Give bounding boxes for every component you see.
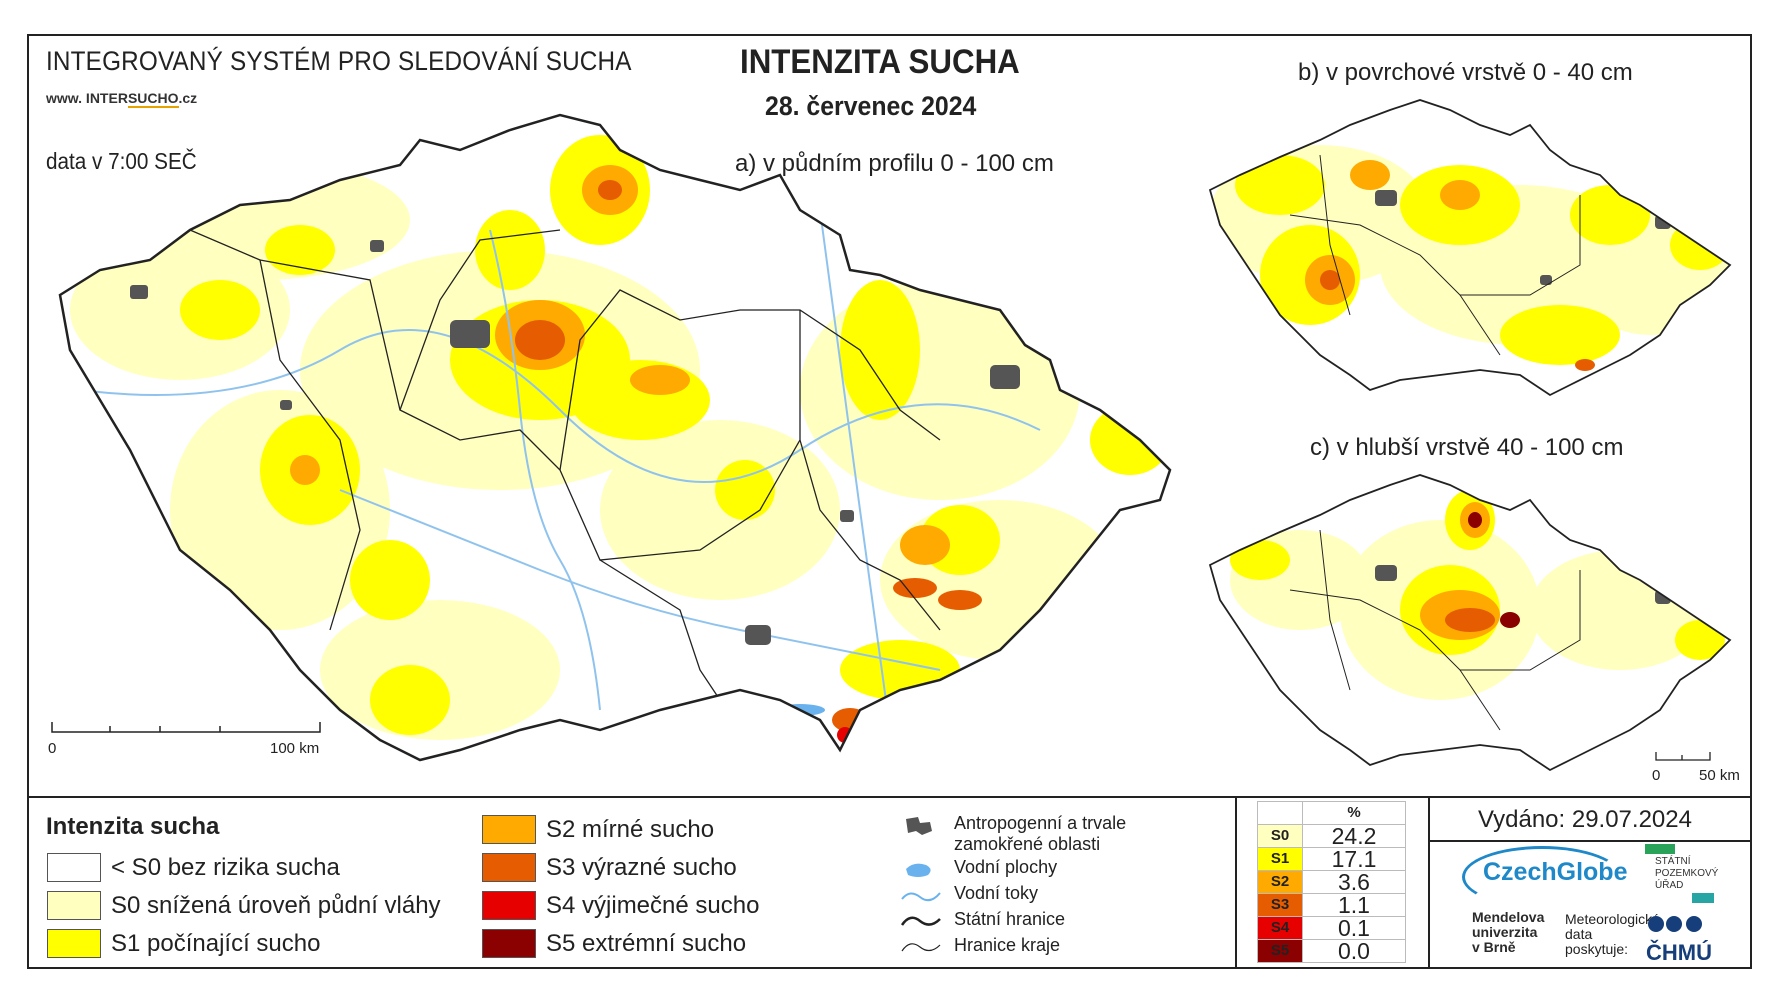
legend-title: Intenzita sucha (46, 813, 220, 840)
legend-swatch (482, 929, 536, 958)
legend-swatch (482, 853, 536, 882)
legend-divider (27, 796, 1752, 798)
czechglobe-logo[interactable]: CzechGlobe (1483, 858, 1628, 886)
stats-value: 1.1 (1302, 893, 1406, 917)
stream-icon (901, 892, 941, 902)
legend-swatch (482, 891, 536, 920)
main-map-caption: a) v půdním profilu 0 - 100 cm (735, 150, 1054, 177)
legend-swatch (47, 891, 101, 920)
state-border-icon (900, 916, 941, 926)
legend-stream: Vodní toky (898, 883, 1038, 909)
chmu-logo[interactable]: ČHMÚ (1646, 940, 1712, 965)
meteo-data-note: Meteorologická data poskytuje: (1565, 911, 1660, 957)
stats-value: 24.2 (1302, 824, 1406, 848)
surface-map-caption: b) v povrchové vrstvě 0 - 40 cm (1298, 59, 1633, 86)
legend-class-s2: S2 mírné sucho (482, 815, 714, 844)
stats-value: 3.6 (1302, 870, 1406, 894)
legend-class-none: < S0 bez rizika sucha (47, 853, 340, 882)
deep-scale-bar (1655, 752, 1711, 761)
stats-class: S1 (1257, 847, 1303, 871)
stats-value: 0.1 (1302, 916, 1406, 940)
stats-class: S3 (1257, 893, 1303, 917)
legend-swatch (482, 815, 536, 844)
table-row: S2 3.6 (1257, 870, 1406, 894)
legend-class-s0: S0 snížená úroveň půdní vláhy (47, 891, 441, 920)
deep-drought-map (1208, 474, 1732, 772)
drought-stats-table: % S0 24.2 S1 17.1 S2 3.6 S3 1.1 S4 0.1 S5 0.0 (1257, 801, 1406, 963)
map-date: 28. červenec 2024 (765, 91, 977, 121)
main-drought-map (58, 113, 1172, 762)
spu-logo-mark (1692, 893, 1714, 903)
stats-value: 17.1 (1302, 847, 1406, 871)
stats-class: S0 (1257, 824, 1303, 848)
legend-water: Vodní plochy (898, 857, 1057, 883)
stats-class: S4 (1257, 916, 1303, 940)
table-row: S5 0.0 (1257, 939, 1406, 963)
legend-region-border: Hranice kraje (898, 935, 1060, 961)
table-row: S4 0.1 (1257, 916, 1406, 940)
chmu-logo-icon (1648, 916, 1702, 932)
mendel-university-logo[interactable]: Mendelova univerzita v Brně (1472, 909, 1545, 955)
legend-urban: Antropogenní a trvale zamokřené oblasti (898, 813, 1144, 855)
water-body-icon (906, 863, 931, 877)
spu-logo-mark (1645, 844, 1675, 854)
main-scale-start: 0 (48, 740, 57, 757)
deep-map-caption: c) v hlubší vrstvě 40 - 100 cm (1310, 434, 1624, 461)
legend-state-border: Státní hranice (898, 909, 1065, 935)
legend-class-s4: S4 výjimečné sucho (482, 891, 759, 920)
surface-drought-map (1208, 99, 1732, 397)
stats-value: 0.0 (1302, 939, 1406, 963)
czechglobe-logo-arc (1462, 846, 1622, 908)
table-row: S0 24.2 (1257, 824, 1406, 848)
website-url[interactable]: www. INTERSUCHO.cz (46, 90, 198, 108)
footer-divider (1428, 796, 1430, 969)
page-title: INTENZITA SUCHA (740, 43, 1020, 81)
main-scale-end: 100 km (270, 740, 320, 757)
stats-divider (1235, 796, 1237, 969)
legend-class-s1: S1 počínající sucho (47, 929, 320, 958)
legend-class-s5: S5 extrémní sucho (482, 929, 746, 958)
stats-class: S5 (1257, 939, 1303, 963)
system-name: INTEGROVANÝ SYSTÉM PRO SLEDOVÁNÍ SUCHA (46, 46, 632, 76)
legend-swatch (47, 853, 101, 882)
table-row: % (1257, 801, 1406, 825)
issued-divider (1430, 840, 1752, 842)
data-time: data v 7:00 SEČ (46, 148, 197, 174)
urban-area-icon (906, 817, 932, 835)
deep-scale-start: 0 (1652, 767, 1661, 784)
region-border-icon (901, 943, 941, 952)
table-row: S1 17.1 (1257, 847, 1406, 871)
legend-swatch (47, 929, 101, 958)
stats-class: S2 (1257, 870, 1303, 894)
legend-class-s3: S3 výrazné sucho (482, 853, 737, 882)
table-row: S3 1.1 (1257, 893, 1406, 917)
main-scale-bar (51, 722, 321, 733)
issued-date: Vydáno: 29.07.2024 (1478, 806, 1692, 833)
deep-scale-end: 50 km (1699, 767, 1740, 784)
stats-header: % (1302, 801, 1406, 825)
spu-logo[interactable]: STÁTNÍ POZEMKOVÝ ÚŘAD (1655, 856, 1719, 891)
